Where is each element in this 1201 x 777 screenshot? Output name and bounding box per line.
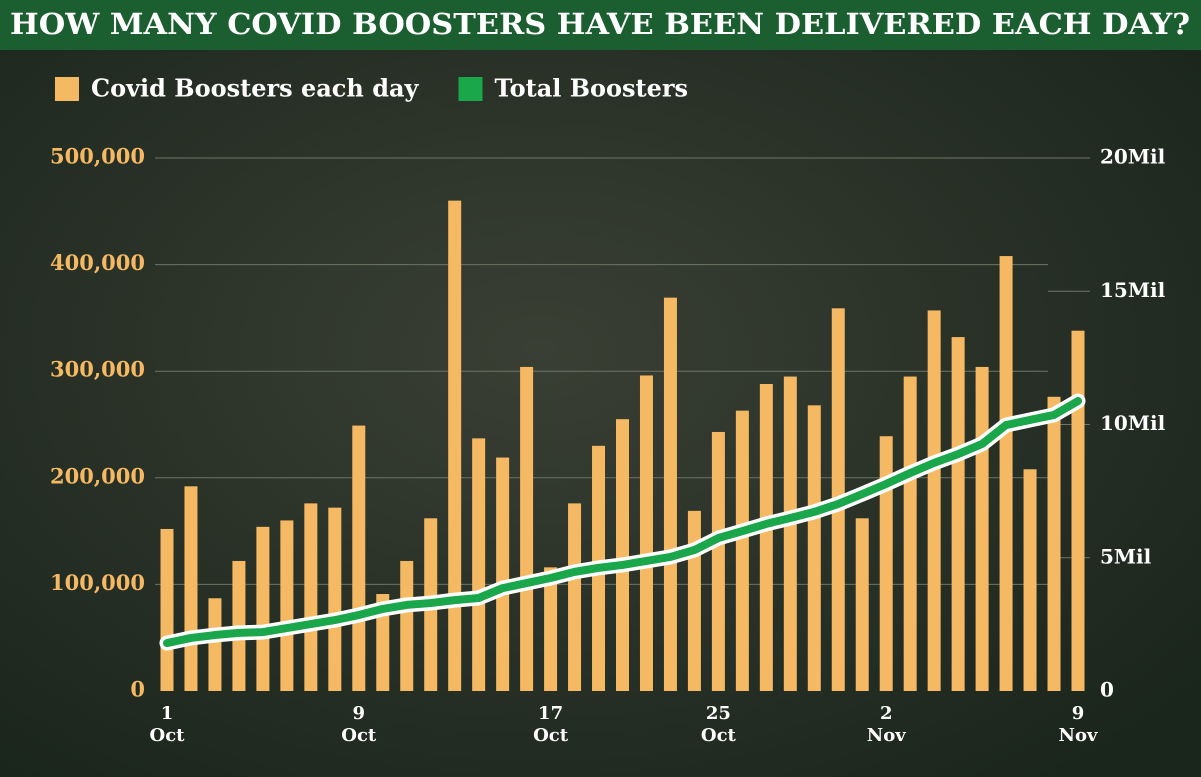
- x-tick-label: 25 Oct: [701, 703, 737, 746]
- legend: Covid Boosters each day Total Boosters: [55, 74, 688, 103]
- bar: [1047, 396, 1061, 691]
- y2-tick-label: 5Mil: [1100, 544, 1152, 568]
- bar: [304, 503, 318, 691]
- y2-tick-label: 0: [1100, 678, 1114, 702]
- legend-swatch: [55, 77, 79, 101]
- bar: [663, 297, 677, 691]
- bar: [616, 419, 629, 691]
- bar: [975, 366, 989, 691]
- bar: [520, 366, 534, 691]
- bar: [544, 567, 558, 691]
- bar: [951, 337, 965, 691]
- bar: [448, 200, 462, 691]
- y-tick-label: 200,000: [50, 463, 145, 488]
- bar: [352, 425, 366, 691]
- y-tick-label: 300,000: [50, 357, 145, 382]
- bar: [855, 518, 869, 691]
- bar: [328, 507, 342, 691]
- y2-tick-label: 10Mil: [1100, 411, 1166, 435]
- bar: [807, 405, 821, 691]
- bar: [472, 438, 486, 691]
- bar: [376, 593, 390, 691]
- x-tick-label: 9 Nov: [1059, 703, 1098, 746]
- y-tick-label: 100,000: [50, 570, 145, 595]
- y-tick-label: 500,000: [50, 144, 145, 169]
- bar: [735, 410, 749, 691]
- bar: [711, 431, 725, 691]
- bar: [568, 503, 582, 691]
- bar: [1023, 469, 1037, 691]
- line: [163, 397, 1082, 648]
- chart-title: HOW MANY COVID BOOSTERS HAVE BEEN DELIVE…: [10, 7, 1190, 41]
- legend-swatch: [458, 77, 483, 101]
- bar: [184, 486, 198, 691]
- legend-label: Covid Boosters each day: [91, 74, 420, 103]
- legend-label: Total Boosters: [495, 74, 689, 103]
- bar: [903, 376, 917, 691]
- x-tick-label: 9 Oct: [341, 703, 377, 746]
- x-tick-label: 17 Oct: [533, 703, 569, 746]
- x-tick-label: 1 Oct: [150, 703, 186, 746]
- bar: [927, 310, 941, 691]
- y2-tick-label: 15Mil: [1100, 278, 1166, 302]
- y-tick-label: 400,000: [50, 250, 145, 275]
- bar: [687, 510, 701, 691]
- bar: [1071, 330, 1085, 691]
- bar: [208, 598, 222, 691]
- bar: [400, 560, 414, 691]
- bar: [639, 375, 653, 691]
- bar: [256, 526, 270, 691]
- bar: [999, 256, 1013, 691]
- y-tick-label: 0: [130, 677, 145, 702]
- y2-tick-label: 20Mil: [1100, 145, 1166, 169]
- bar: [280, 520, 294, 691]
- bar: [496, 457, 510, 691]
- x-tick-label: 2 Nov: [867, 703, 906, 746]
- bar: [759, 383, 773, 691]
- bar: [783, 376, 797, 691]
- title-bar: [0, 0, 1201, 50]
- bar: [160, 528, 174, 691]
- bar: [879, 436, 893, 691]
